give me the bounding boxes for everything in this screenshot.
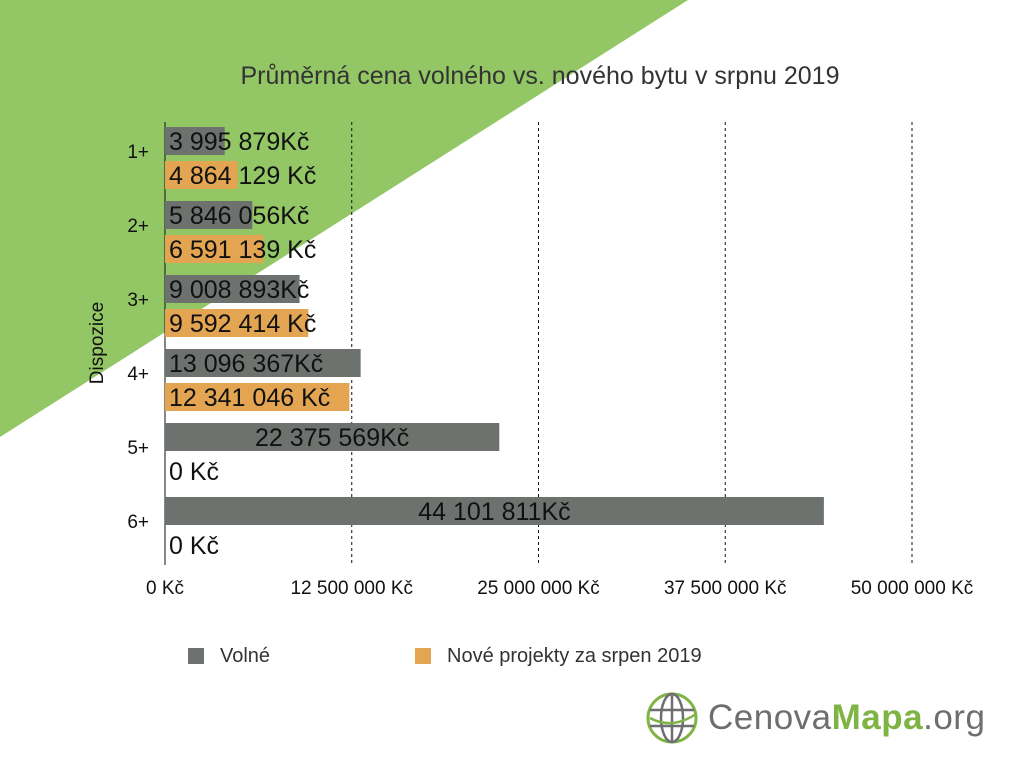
legend-label-volne: Volné	[220, 644, 271, 667]
data-label: 12 341 046 Kč	[169, 384, 330, 412]
x-tick-label: 25 000 000 Kč	[477, 578, 600, 599]
y-category-label: 3+	[127, 290, 149, 311]
x-tick-label: 0 Kč	[146, 578, 184, 599]
data-label: 4 864 129 Kč	[169, 162, 316, 190]
bar-nove	[165, 235, 264, 263]
chart-title: Průměrná cena volného vs. nového bytu v …	[240, 62, 840, 90]
cenovamapa-logo: CenovaMapa.org	[644, 686, 985, 750]
legend-swatch-nove	[415, 648, 431, 664]
bar-volne	[165, 349, 361, 377]
data-label: 13 096 367Kč	[169, 350, 323, 378]
data-label: 0 Kč	[169, 532, 219, 560]
legend-label-nove: Nové projekty za srpen 2019	[447, 644, 702, 667]
logo-text-org: .org	[923, 698, 986, 737]
legend-item-nove: Nové projekty za srpen 2019	[415, 644, 702, 668]
data-label: 5 846 056Kč	[169, 202, 309, 230]
x-tick-label: 50 000 000 Kč	[851, 578, 974, 599]
globe-icon	[646, 692, 698, 744]
y-axis-title: Dispozice	[87, 302, 108, 384]
y-category-label: 5+	[127, 438, 149, 459]
bar-nove	[165, 161, 238, 189]
data-label: 6 591 139 Kč	[169, 236, 316, 264]
y-category-label: 2+	[127, 216, 149, 237]
logo-text: CenovaMapa.org	[708, 698, 985, 738]
data-label: 44 101 811Kč	[418, 498, 570, 526]
data-label: 3 995 879Kč	[169, 128, 309, 156]
data-label: 9 592 414 Kč	[169, 310, 316, 338]
bar-volne	[165, 275, 300, 303]
legend-swatch-volne	[188, 648, 204, 664]
x-tick-label: 12 500 000 Kč	[290, 578, 413, 599]
y-category-label: 4+	[127, 364, 149, 385]
y-category-label: 6+	[127, 512, 149, 533]
x-tick-label: 37 500 000 Kč	[664, 578, 787, 599]
y-category-label: 1+	[127, 142, 149, 163]
logo-text-cenova: Cenova	[708, 698, 832, 737]
data-label: 9 008 893Kč	[169, 276, 309, 304]
logo-text-mapa: Mapa	[831, 698, 924, 737]
data-label: 22 375 569Kč	[255, 424, 409, 452]
bar-nove	[165, 309, 309, 337]
legend-item-volne: Volné	[188, 644, 270, 668]
bar-volne	[165, 201, 253, 229]
bar-nove	[165, 383, 350, 411]
bar-volne	[165, 127, 225, 155]
bar-volne	[165, 497, 824, 525]
data-label: 0 Kč	[169, 458, 219, 486]
bar-volne	[165, 423, 500, 451]
